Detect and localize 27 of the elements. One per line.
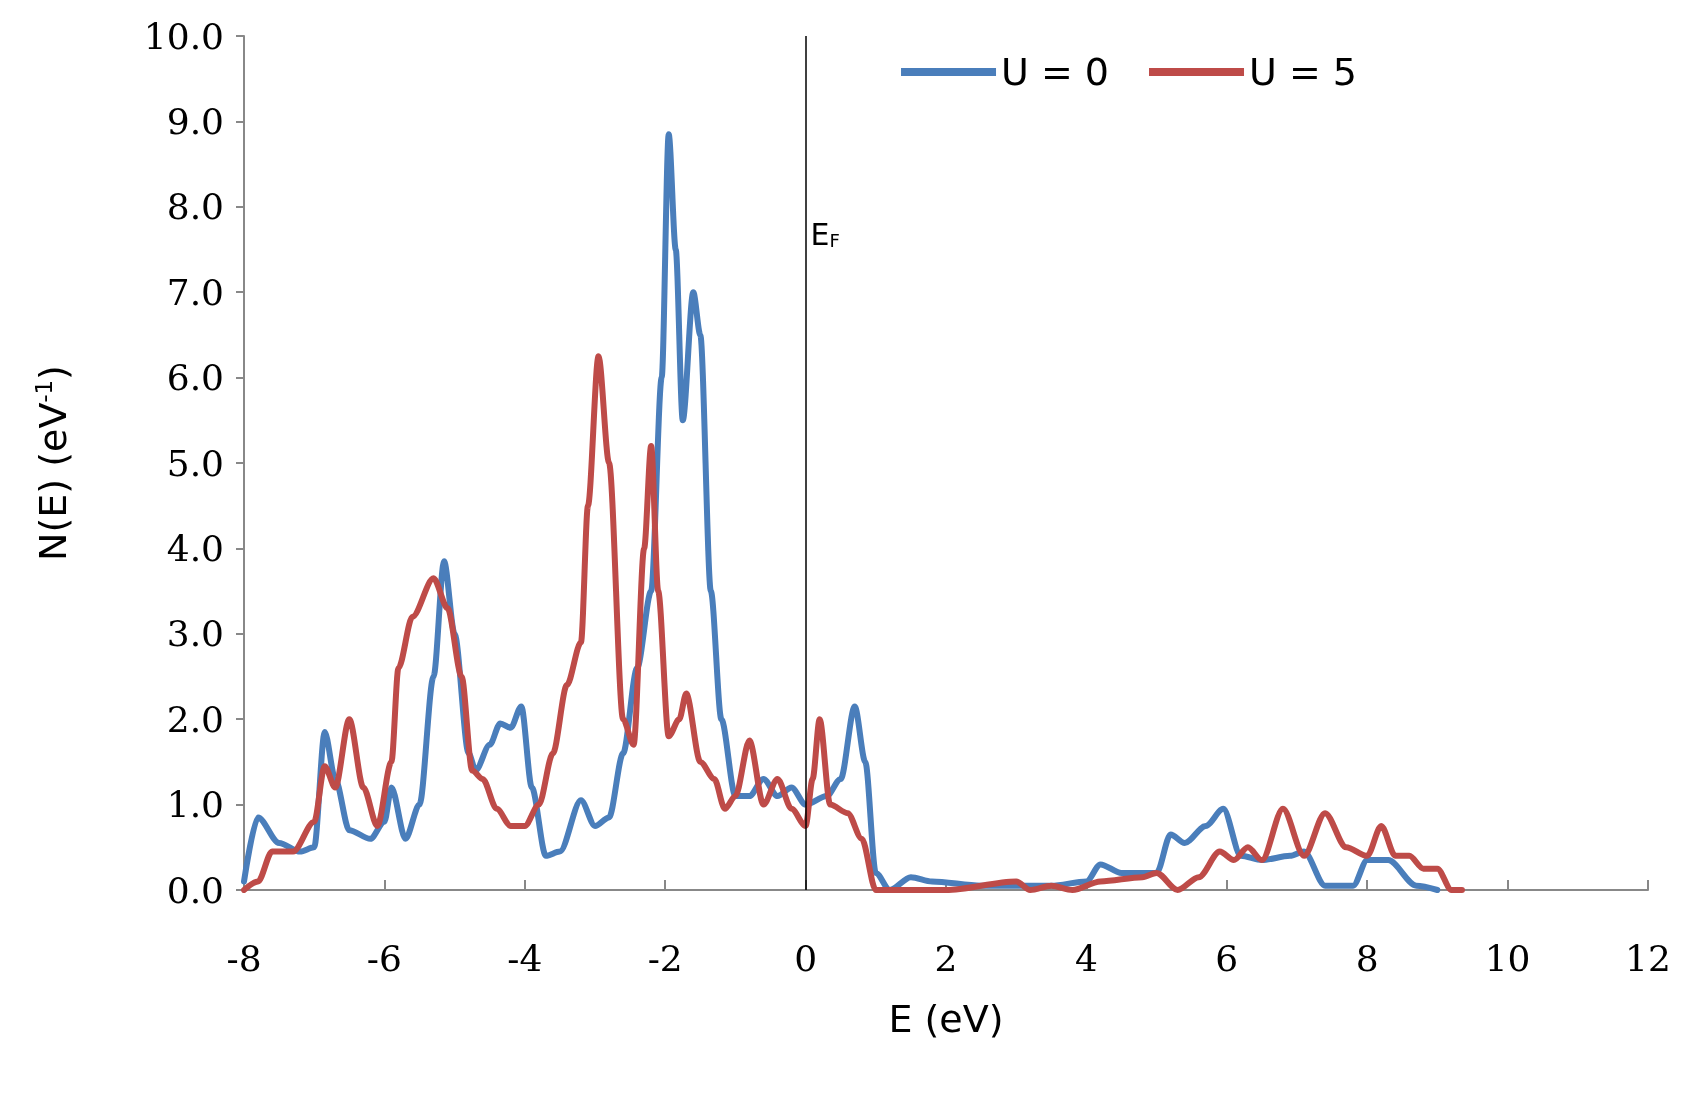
x-tick-label: -6 — [366, 937, 402, 979]
x-tick-label: 12 — [1625, 937, 1671, 979]
x-tick-label: 6 — [1215, 937, 1239, 979]
y-tick-label: 7.0 — [166, 271, 224, 313]
y-tick-label: 0.0 — [166, 869, 224, 911]
y-tick-label: 10.0 — [143, 15, 224, 57]
x-tick-label: -8 — [226, 937, 262, 979]
x-tick-label: -2 — [647, 937, 683, 979]
x-tick-label: 2 — [934, 937, 958, 979]
y-tick-label: 3.0 — [166, 613, 224, 655]
y-tick-label: 4.0 — [166, 527, 224, 569]
y-tick-label: 5.0 — [166, 442, 224, 484]
x-axis-title: E (eV) — [888, 997, 1004, 1041]
y-tick-label: 1.0 — [166, 784, 224, 826]
legend-label: U = 0 — [1001, 50, 1110, 94]
x-tick-label: 10 — [1484, 937, 1531, 979]
ref-line-label: EF — [810, 217, 840, 252]
y-tick-label: 9.0 — [166, 100, 224, 142]
legend-label: U = 5 — [1249, 50, 1358, 94]
x-tick-label: -4 — [507, 937, 543, 979]
y-tick-label: 2.0 — [166, 698, 224, 740]
y-axis-title: N(E) (eV-1) — [30, 365, 75, 561]
y-tick-label: 8.0 — [166, 186, 224, 228]
x-tick-label: 0 — [794, 937, 818, 979]
x-tick-label: 8 — [1355, 937, 1379, 979]
x-tick-label: 4 — [1074, 937, 1098, 979]
y-tick-label: 6.0 — [166, 357, 224, 399]
